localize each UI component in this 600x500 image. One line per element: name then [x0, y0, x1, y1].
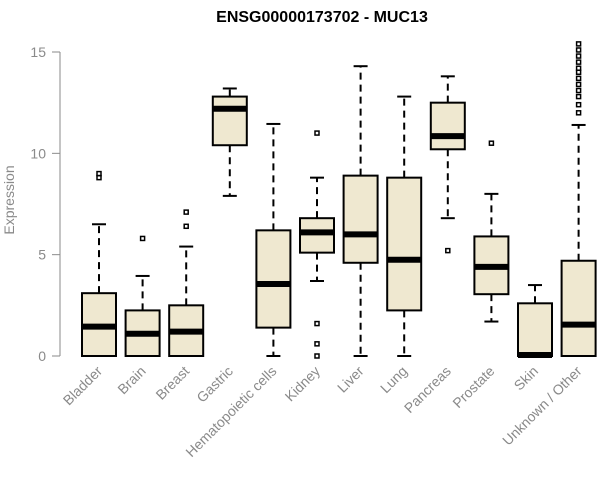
y-tick-label-3: 15	[30, 44, 46, 60]
box-rect	[429, 101, 466, 151]
outlier-point	[488, 140, 495, 146]
x-tick-label-11: Unknown / Other	[499, 363, 585, 449]
box-3	[211, 87, 248, 197]
outlier-point	[183, 209, 189, 215]
outlier-point	[139, 235, 146, 242]
box-2	[168, 209, 205, 358]
y-axis-label: Expression	[1, 165, 17, 234]
outlier-point	[575, 93, 582, 100]
box-9	[473, 140, 510, 323]
outlier-point	[575, 47, 582, 53]
box-rect	[560, 259, 597, 358]
x-tick-label-7: Lung	[377, 363, 410, 396]
x-tick-label-6: Liver	[334, 363, 367, 396]
box-8	[429, 75, 466, 254]
outlier-point	[314, 320, 320, 327]
outlier-point	[575, 81, 582, 88]
outlier-point	[575, 101, 582, 108]
y-tick-label-2: 10	[30, 145, 46, 161]
box-rect	[211, 95, 248, 147]
y-axis: 0 5 10 15	[30, 44, 61, 364]
outlier-point	[575, 110, 582, 116]
x-tick-label-2: Breast	[152, 363, 192, 403]
y-tick-label-1: 5	[38, 247, 46, 263]
outlier-point	[183, 223, 189, 230]
box-6	[342, 65, 379, 357]
x-tick-label-9: Prostate	[449, 363, 497, 411]
box-rect	[517, 302, 553, 358]
outlier-point	[575, 87, 582, 94]
box-7	[386, 95, 423, 357]
box-11	[560, 41, 597, 358]
chart-title: ENSG00000173702 - MUC13	[216, 9, 428, 26]
box-rect	[255, 229, 292, 329]
outlier-point	[445, 247, 451, 254]
box-4	[255, 122, 292, 357]
x-tick-label-0: Bladder	[60, 363, 106, 409]
x-tick-label-8: Pancreas	[401, 363, 454, 416]
y-tick-label-0: 0	[38, 348, 46, 364]
outlier-point	[314, 353, 320, 359]
outlier-point	[575, 53, 582, 59]
box-rect	[342, 174, 379, 264]
boxes-group	[81, 41, 597, 359]
box-1	[124, 235, 161, 357]
box-rect	[299, 217, 335, 254]
x-tick-label-10: Skin	[511, 363, 542, 394]
outlier-point	[575, 75, 582, 82]
outlier-point	[314, 130, 320, 136]
outlier-point	[575, 41, 582, 47]
outlier-point	[314, 341, 320, 347]
box-5	[299, 130, 335, 359]
box-10	[517, 284, 553, 358]
outlier-point	[96, 170, 102, 177]
box-rect	[386, 176, 423, 312]
outlier-point	[575, 65, 582, 71]
box-0	[81, 170, 117, 358]
x-tick-label-1: Brain	[114, 363, 148, 397]
outlier-point	[575, 59, 582, 65]
x-tick-label-5: Kidney	[282, 363, 324, 405]
x-tick-label-3: Gastric	[193, 363, 236, 406]
